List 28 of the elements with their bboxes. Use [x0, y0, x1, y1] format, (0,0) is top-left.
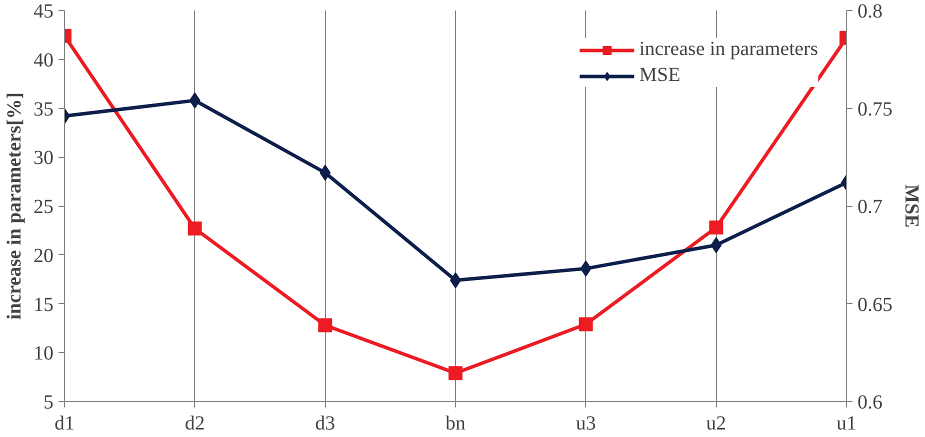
- x-tick-label: d3: [315, 412, 336, 434]
- x-tick-label: d2: [184, 412, 205, 434]
- y2-tick-label: 0.65: [858, 294, 892, 316]
- y2-tick-label: 0.75: [858, 98, 892, 120]
- point: [578, 317, 593, 332]
- y2-tick-label: 0.7: [858, 196, 882, 218]
- point: [448, 366, 462, 380]
- x-tick-label: u3: [576, 412, 596, 434]
- y-tick-label: 5: [44, 392, 54, 414]
- y-tick-label: 20: [34, 244, 54, 267]
- legend-label: increase in parameters: [639, 38, 818, 61]
- x-tick-label: bn: [446, 412, 466, 434]
- y-axis-title: increase in parameters[%]: [4, 92, 26, 320]
- y-tick-label: 40: [34, 49, 54, 72]
- y-tick-label: 35: [34, 98, 54, 120]
- y2-axis-title: MSE: [900, 184, 922, 228]
- y-tick-label: 25: [34, 196, 54, 218]
- y-tick-label: 30: [34, 147, 54, 170]
- y-tick-label: 45: [34, 0, 54, 22]
- y-tick-label: 10: [34, 342, 54, 365]
- legend-label: MSE: [639, 64, 680, 87]
- x-tick-label: u2: [706, 412, 726, 434]
- y2-tick-label: 0.6: [858, 392, 882, 414]
- y-tick-label: 15: [34, 294, 54, 316]
- point: [318, 318, 332, 332]
- x-tick-label: d1: [54, 412, 74, 434]
- x-tick-label: u1: [836, 412, 856, 434]
- y2-tick-label: 0.8: [858, 0, 882, 22]
